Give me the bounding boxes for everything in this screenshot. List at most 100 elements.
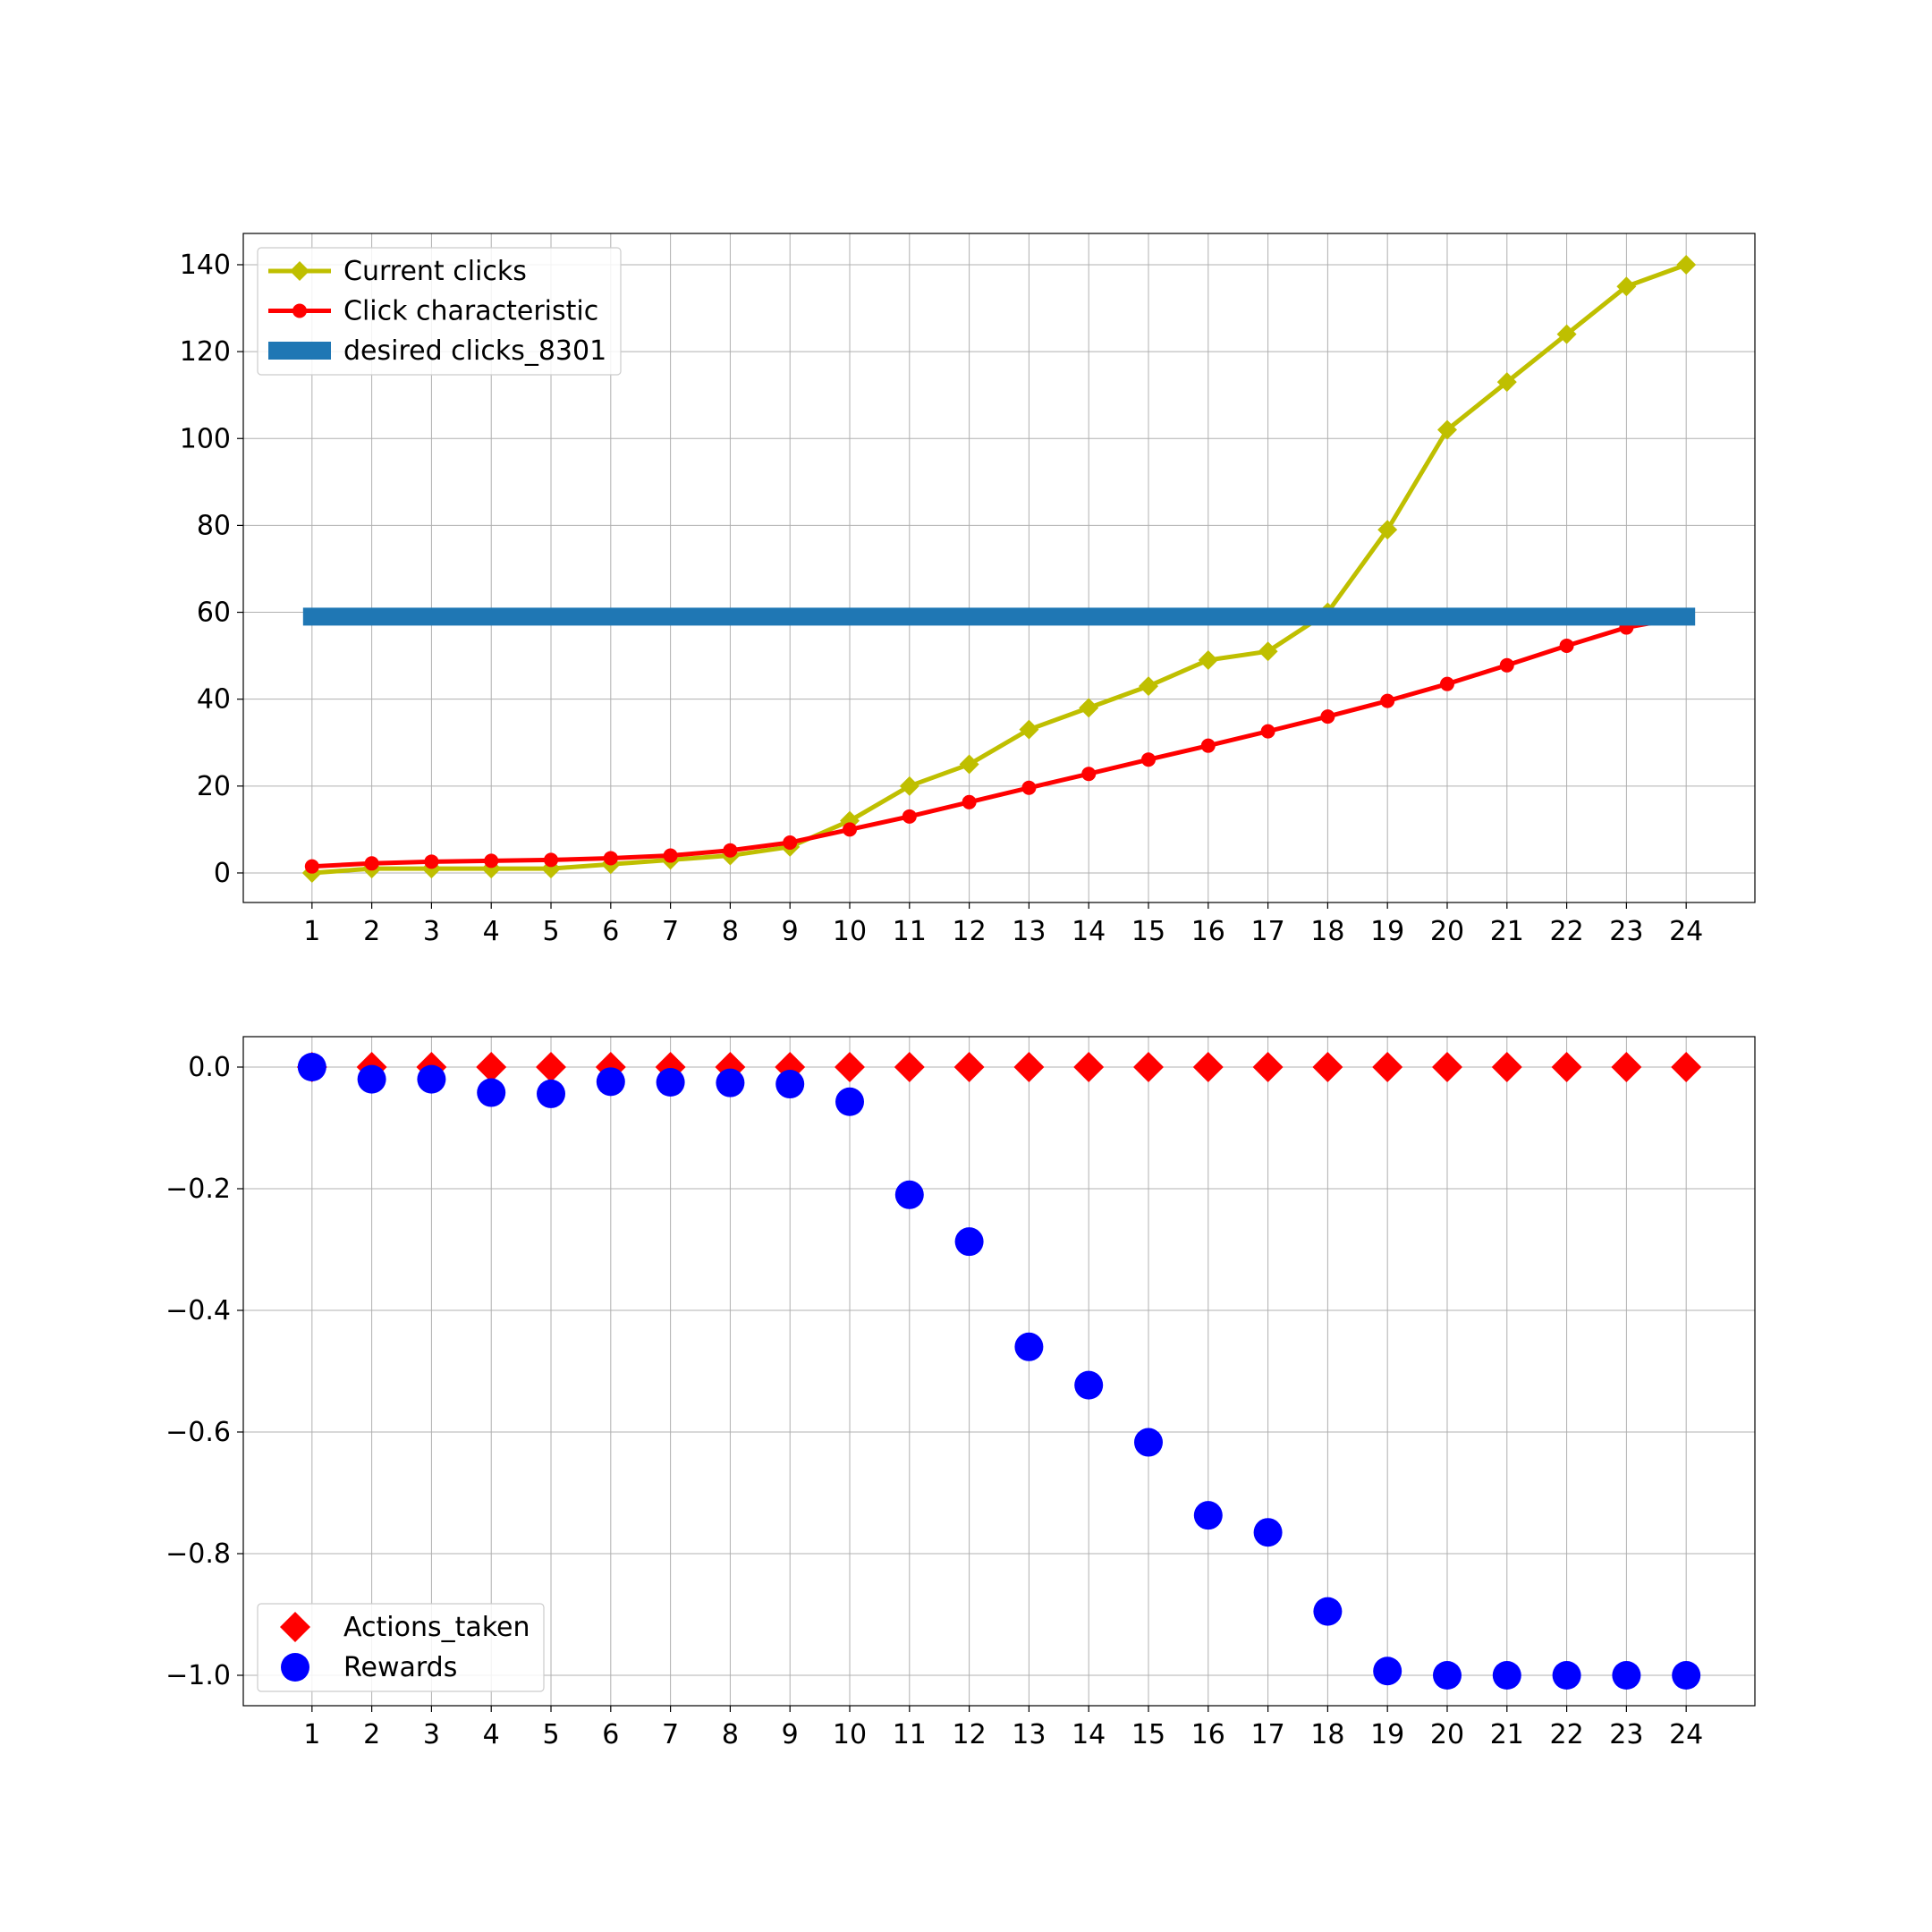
click-characteristic-point [962,794,977,809]
y-tick-label: 100 [180,423,231,454]
click-characteristic-point [1559,638,1574,653]
x-tick-label: 8 [722,1719,739,1750]
reward-point [835,1087,865,1116]
current-clicks-point [1019,719,1039,740]
plot-frame [242,1036,1756,1707]
reward-point [1373,1657,1402,1686]
current-clicks-point [1556,324,1577,344]
click-characteristic-point [1320,709,1335,724]
x-tick-label: 15 [1131,916,1165,947]
x-tick-label: 14 [1072,1719,1106,1750]
x-tick-label: 4 [483,1719,500,1750]
reward-point [954,1227,984,1257]
y-tick-label: −0.2 [165,1174,231,1205]
click-characteristic-point [1439,676,1454,691]
click-characteristic-point [663,848,678,863]
x-tick-label: 23 [1609,1719,1643,1750]
y-tick-label: 0.0 [188,1052,231,1083]
y-tick-label: −1.0 [165,1660,231,1691]
reward-point [1432,1661,1462,1690]
click-characteristic-point [484,853,499,869]
y-tick-label: −0.4 [165,1295,231,1326]
x-tick-label: 3 [423,916,440,947]
action-point [894,1052,925,1082]
click-characteristic-point [1081,767,1097,782]
click-characteristic-point [1140,752,1156,767]
action-point [1431,1052,1462,1082]
x-tick-label: 1 [303,1719,320,1750]
reward-point [894,1180,924,1209]
reward-point [1074,1370,1104,1400]
x-tick-label: 16 [1191,1719,1225,1750]
x-tick-label: 1 [303,916,320,947]
plot-frame [242,233,1756,903]
click-characteristic-point [1380,693,1395,708]
current-clicks-point [959,754,979,775]
action-point [1312,1052,1343,1082]
reward-point [1552,1661,1581,1690]
legend: Actions_taken Rewards [257,1603,545,1692]
reward-point [297,1053,326,1081]
reward-point [1014,1332,1044,1361]
top-line-chart: 1 2 3 4 5 6 7 8 9 10 11 12 13 14 15 16 17 18 19 20 21 22 23 240… [180,233,1756,947]
x-tick-label: 19 [1370,916,1404,947]
reward-point [1672,1661,1701,1690]
x-tick-label: 13 [1012,1719,1046,1750]
desired-clicks-band [302,607,1696,626]
x-tick-label: 5 [542,1719,559,1750]
x-tick-label: 18 [1310,1719,1344,1750]
current-clicks-point [1616,276,1637,297]
x-tick-label: 16 [1191,916,1225,947]
legend-label: Actions_taken [343,1612,530,1643]
action-point [1372,1052,1403,1082]
click-characteristic-point [1021,780,1037,795]
x-tick-label: 22 [1549,916,1583,947]
current-clicks-point [1676,254,1697,275]
reward-point [537,1079,566,1108]
series-line-0 [311,262,1688,876]
y-tick-label: 120 [180,336,231,368]
legend-box [257,247,622,376]
x-tick-label: 15 [1131,1719,1165,1750]
action-point [1491,1052,1522,1082]
reward-point [596,1067,625,1097]
x-tick-label: 23 [1609,916,1643,947]
legend-label: Current clicks [343,256,527,287]
x-tick-label: 4 [483,916,500,947]
action-point [1551,1052,1582,1082]
click-characteristic-point [723,843,738,858]
x-tick-label: 8 [722,916,739,947]
action-point [1671,1052,1702,1082]
action-point [1132,1052,1164,1082]
x-tick-label: 9 [782,1719,799,1750]
click-characteristic-point [544,852,559,868]
x-tick-label: 7 [662,1719,679,1750]
current-clicks-point [1079,698,1099,718]
y-tick-label: 0 [214,858,231,889]
legend-label: Click characteristic [343,296,598,327]
action-point [476,1052,507,1082]
reward-point [775,1070,805,1099]
y-tick-label: 140 [180,250,231,281]
click-characteristic-point [902,809,917,824]
reward-point [1193,1501,1223,1530]
click-characteristic-point [1499,657,1514,673]
x-tick-label: 20 [1430,916,1464,947]
legend-marker [290,261,309,281]
click-characteristic-point [304,859,319,874]
x-tick-label: 2 [363,916,380,947]
y-axis-ticks: 0.0 −0.2 −0.4 −0.6 −0.8 −1.0 [165,1052,243,1691]
x-tick-label: 10 [833,1719,867,1750]
y-tick-label: −0.8 [165,1538,231,1570]
x-tick-label: 19 [1370,1719,1404,1750]
reward-point [1313,1597,1343,1626]
x-tick-label: 5 [542,916,559,947]
reward-point [477,1078,506,1107]
current-clicks-point [1258,641,1278,662]
y-tick-label: 80 [197,510,231,541]
reward-point [656,1068,685,1097]
legend-marker [280,1612,310,1642]
x-tick-label: 14 [1072,916,1106,947]
reward-point [716,1068,745,1097]
x-tick-label: 11 [893,916,927,947]
